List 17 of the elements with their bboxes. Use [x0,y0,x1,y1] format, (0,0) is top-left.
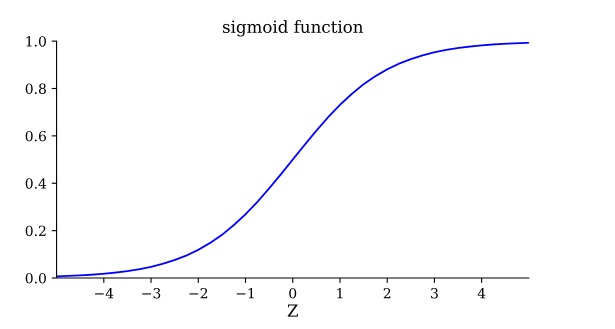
x-tick-label: 0 [289,288,296,298]
y-tick-label: 0.4 [26,178,46,189]
y-tick-label: 1.0 [26,36,46,47]
x-tick-label: −1 [236,288,254,298]
x-tick-label: −4 [95,288,114,298]
x-tick-label: −3 [142,288,160,298]
x-axis-title: Z [288,304,298,317]
y-tick-label: 0.2 [26,226,46,236]
x-tick-label: −2 [190,288,208,298]
y-tick-label: 0.6 [26,130,46,142]
x-tick-label: 4 [478,288,486,298]
x-tick-label: 3 [431,288,438,298]
x-tick-label: 2 [384,288,390,298]
chart-title: sigmoid function [222,20,364,36]
x-tick-label: 1 [337,288,342,298]
y-tick-label: 0.8 [26,83,46,94]
y-tick-label: 0.0 [26,272,46,284]
